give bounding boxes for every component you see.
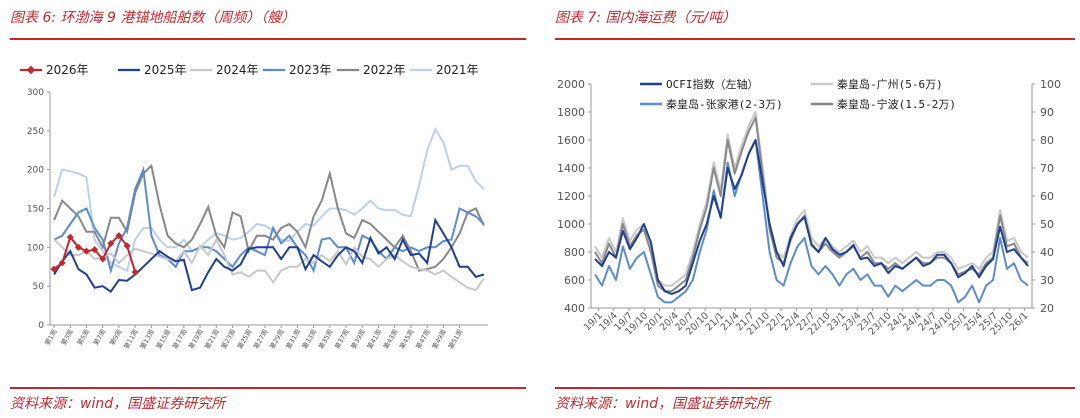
data-point <box>115 232 123 240</box>
legend-label: 秦皇岛-宁波(1.5-2万) <box>837 97 956 111</box>
figure-7-top-rule <box>555 38 1075 40</box>
data-point <box>82 247 91 255</box>
legend-label: 2021年 <box>436 63 479 77</box>
right-y-tick-label: 90 <box>1040 106 1054 119</box>
figure-6-source: 资料来源：wind，国盛证券研究所 <box>10 396 226 412</box>
x-tick-label: 第47周 <box>413 328 431 351</box>
y-tick-label: 200 <box>27 166 44 176</box>
left-y-tick-label: 1800 <box>557 106 585 119</box>
right-y-tick-label: 40 <box>1040 246 1054 259</box>
y-tick-label: 50 <box>33 282 45 292</box>
x-tick-label: 第15周 <box>154 328 172 351</box>
x-tick-label: 第41周 <box>365 328 383 351</box>
y-tick-label: 150 <box>27 205 44 215</box>
data-point <box>99 255 107 263</box>
x-tick-label: 第27周 <box>251 328 269 351</box>
y-tick-label: 100 <box>27 243 44 253</box>
x-tick-label: 第21周 <box>203 328 221 351</box>
x-tick-label: 第35周 <box>316 328 334 351</box>
legend-label: 2023年 <box>289 63 332 77</box>
series-line-1 <box>594 111 1029 287</box>
figure-6-panel: 图表 6: 环渤海 9 港锚地船舶数（周频）（艘） 0 50 100 150 200 25… <box>10 10 526 412</box>
x-tick-label: 第13周 <box>138 328 156 351</box>
x-tick-label: 第19周 <box>186 328 204 351</box>
figure-6-top-rule <box>10 38 526 40</box>
y-tick-label: 300 <box>27 88 44 98</box>
x-tick-label: 第11周 <box>121 328 139 351</box>
series-line-0 <box>594 139 1029 295</box>
data-point <box>123 242 131 250</box>
data-point <box>131 268 139 276</box>
figure-7-bottom-rule <box>555 387 1075 389</box>
figure-7-panel: 图表 7: 国内海运费（元/吨） 400 600 800 1000 1200 1400 16… <box>545 0 1080 418</box>
legend-label: OCFI指数（左轴） <box>666 77 759 91</box>
anchorage-ships-chart: 0 50 100 150 200 250 300 第1周 第3周 第5周 第7周 第9周第11周第13… <box>20 63 488 351</box>
x-tick-label: 第43周 <box>381 328 399 351</box>
left-y-tick-label: 800 <box>564 246 585 259</box>
data-point <box>50 265 58 273</box>
x-tick-label: 第9周 <box>107 328 123 347</box>
left-y-tick-label: 1200 <box>557 190 585 203</box>
legend-label: 秦皇岛-张家港(2-3万) <box>666 97 783 111</box>
legend-marker <box>26 65 36 75</box>
x-tick-label: 第45周 <box>397 328 415 351</box>
x-tick-label: 第1周 <box>42 328 58 347</box>
left-y-tick-label: 1600 <box>557 134 585 147</box>
legend-label: 2022年 <box>363 63 406 77</box>
shipping-freight-chart: 400 600 800 1000 1200 1400 1600 1800 2000 20 30 40 5… <box>557 77 1061 337</box>
x-tick-label: 26/1 <box>1008 310 1031 333</box>
left-y-tick-label: 600 <box>564 274 585 287</box>
right-y-tick-label: 80 <box>1040 134 1054 147</box>
left-y-tick-label: 1000 <box>557 218 585 231</box>
series-line-2024年 <box>53 237 485 292</box>
x-tick-label: 第3周 <box>59 328 75 347</box>
data-point <box>74 243 82 251</box>
figure-6-title: 图表 6: 环渤海 9 港锚地船舶数（周频）（艘） <box>10 10 296 26</box>
series-line-2025年 <box>53 217 485 293</box>
x-tick-label: 第7周 <box>91 328 107 347</box>
right-y-tick-label: 20 <box>1040 302 1054 315</box>
x-tick-label: 第51周 <box>446 328 464 351</box>
data-point <box>66 233 74 241</box>
figure-6-bottom-rule <box>10 387 526 389</box>
legend-label: 2026年 <box>46 63 89 77</box>
right-y-tick-label: 30 <box>1040 274 1054 287</box>
figure-7-source: 资料来源：wind，国盛证券研究所 <box>555 396 771 412</box>
legend-label: 秦皇岛-广州(5-6万) <box>837 77 943 91</box>
y-tick-label: 0 <box>38 321 44 331</box>
figure-7-title: 图表 7: 国内海运费（元/吨） <box>555 10 737 26</box>
x-tick-label: 第37周 <box>332 328 350 351</box>
right-y-tick-label: 100 <box>1040 78 1061 91</box>
x-tick-label: 第33周 <box>300 328 318 351</box>
data-point <box>91 246 99 254</box>
legend-label: 2024年 <box>216 63 259 77</box>
series-line-2 <box>594 139 1029 304</box>
y-tick-label: 250 <box>27 127 44 137</box>
x-tick-label: 第39周 <box>349 328 367 351</box>
x-tick-label: 第25周 <box>235 328 253 351</box>
x-tick-label: 第31周 <box>284 328 302 351</box>
x-tick-label: 第29周 <box>267 328 285 351</box>
right-y-tick-label: 50 <box>1040 218 1054 231</box>
x-tick-label: 第17周 <box>170 328 188 351</box>
left-y-tick-label: 400 <box>564 302 585 315</box>
right-y-tick-label: 60 <box>1040 190 1054 203</box>
data-point <box>58 259 66 267</box>
left-y-tick-label: 2000 <box>557 78 585 91</box>
right-y-tick-label: 70 <box>1040 162 1054 175</box>
data-point <box>107 239 115 247</box>
legend-label: 2025年 <box>144 63 187 77</box>
x-tick-label: 第49周 <box>430 328 448 351</box>
series-line-2021年 <box>53 127 485 273</box>
series-line-2023年 <box>53 165 485 275</box>
x-tick-label: 第23周 <box>219 328 237 351</box>
x-tick-label: 第5周 <box>75 328 91 347</box>
left-y-tick-label: 1400 <box>557 162 585 175</box>
